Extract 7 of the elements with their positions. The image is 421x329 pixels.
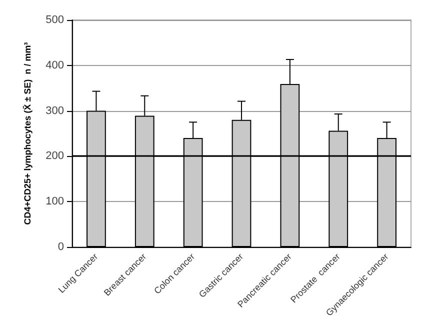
y-tick-label: 100 <box>46 196 64 208</box>
y-tick-label: 400 <box>46 59 64 72</box>
y-tick-label: 0 <box>58 241 64 253</box>
y-tick-label: 300 <box>46 104 64 117</box>
y-axis-title: CD4+CD25+ lymphocytes (X̄ ± SE) n / mm³ <box>22 42 32 225</box>
y-tick-label: 200 <box>46 150 64 162</box>
y-tick-label: 500 <box>46 14 64 26</box>
